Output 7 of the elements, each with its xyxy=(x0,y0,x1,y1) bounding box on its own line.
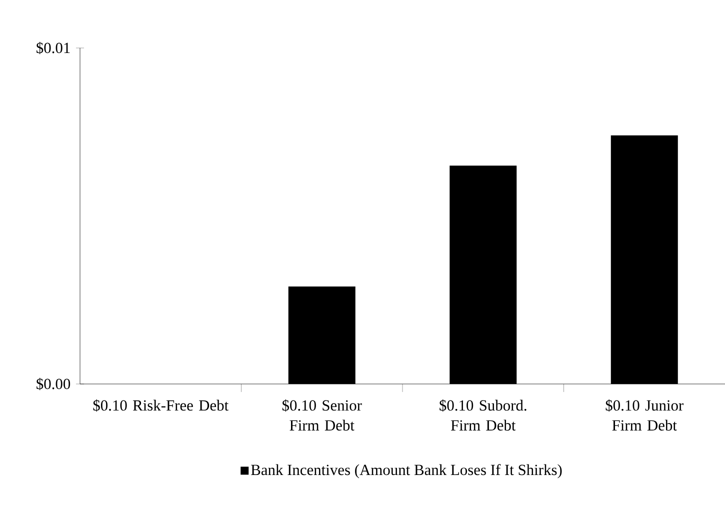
x-tick-label: $0.10 Senior Firm Debt xyxy=(282,399,362,431)
y-tick-label: $0.00 xyxy=(36,378,70,390)
legend-label: Bank Incentives (Amount Bank Loses If It Shirks) xyxy=(251,464,562,478)
y-tick-label: $0.01 xyxy=(36,42,70,54)
x-tick-label: $0.10 Junior Firm Debt xyxy=(606,399,684,431)
x-tick-label: $0.10 Subord. Firm Debt xyxy=(440,399,526,431)
x-tick-label: $0.10 Risk-Free Debt xyxy=(93,399,229,412)
